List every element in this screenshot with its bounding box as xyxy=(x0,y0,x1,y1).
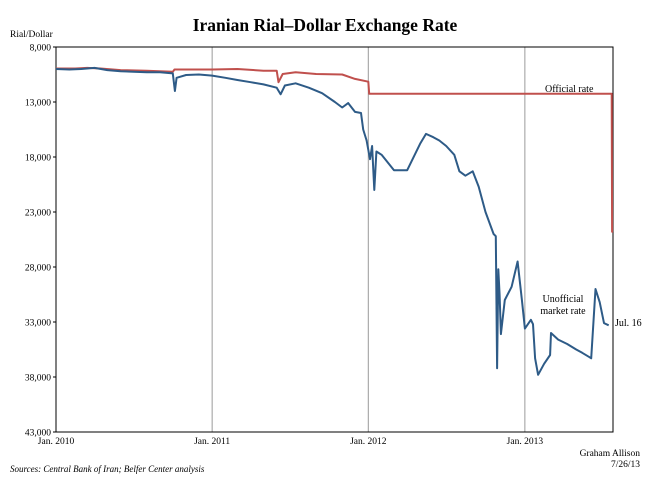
x-tick-label: Jan. 2013 xyxy=(507,437,544,447)
vertical-gridlines xyxy=(211,47,526,432)
chart-title: Iranian Rial–Dollar Exchange Rate xyxy=(193,15,458,35)
y-tick-label: 43,000 xyxy=(25,429,51,439)
y-tick-label: 33,000 xyxy=(25,319,51,329)
y-axis-ticks: 8,000 13,000 18,000 23,000 28,000 33,000 38,00… xyxy=(25,44,56,439)
plot-frame xyxy=(55,46,614,433)
x-tick-label: Jan. 2012 xyxy=(350,437,387,447)
source-note: Sources: Central Bank of Iran; Belfer Ce… xyxy=(10,464,205,474)
y-tick-label: 18,000 xyxy=(25,154,51,164)
x-tick-label: Jan. 2010 xyxy=(38,437,75,447)
credit-author: Graham Allison xyxy=(580,449,641,459)
jul-16-label: Jul. 16 xyxy=(615,318,642,329)
y-axis-label: Rial/Dollar xyxy=(10,30,54,40)
y-tick-label: 23,000 xyxy=(25,209,51,219)
unofficial-rate-label-line2: market rate xyxy=(540,306,586,317)
y-tick-label: 38,000 xyxy=(25,374,51,384)
credit-date: 7/26/13 xyxy=(611,460,640,470)
official-rate-label: Official rate xyxy=(545,84,594,95)
unofficial-rate-label-line1: Unofficial xyxy=(543,294,584,305)
y-tick-label: 8,000 xyxy=(30,44,52,54)
y-tick-label: 28,000 xyxy=(25,264,51,274)
x-tick-label: Jan. 2011 xyxy=(194,437,230,447)
y-tick-label: 13,000 xyxy=(25,99,51,109)
official-rate-line xyxy=(56,66,614,233)
series-lines xyxy=(55,66,614,376)
x-axis-ticks: Jan. 2010 Jan. 2011 Jan. 2012 Jan. 2013 xyxy=(38,437,544,447)
unofficial-rate-line xyxy=(55,66,610,376)
